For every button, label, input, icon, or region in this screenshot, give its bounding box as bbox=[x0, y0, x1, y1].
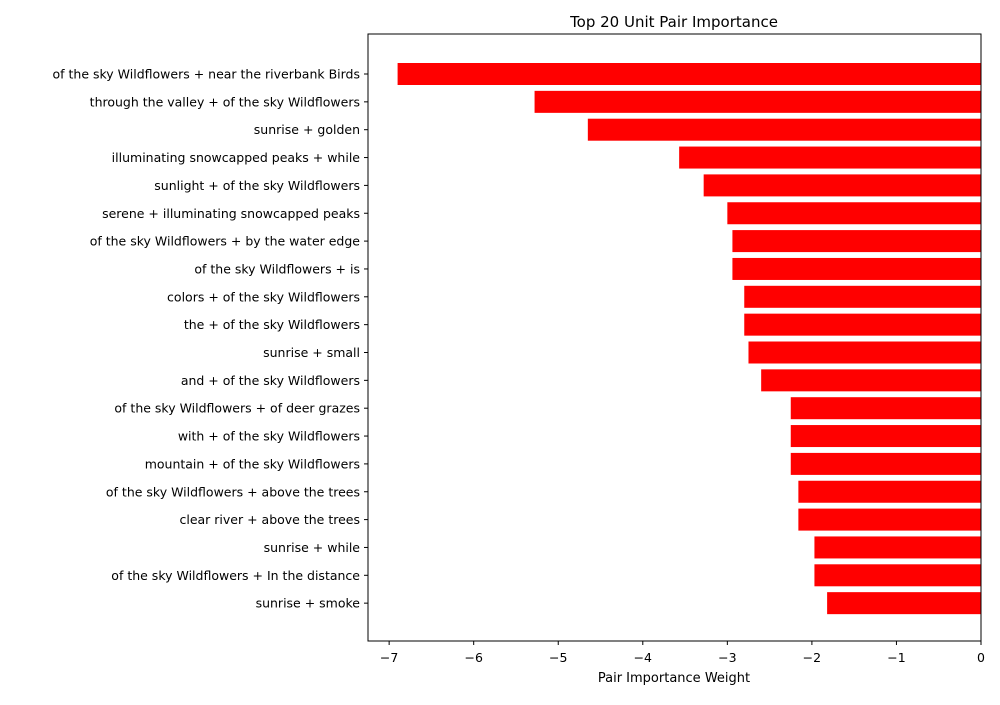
x-tick-label: −3 bbox=[718, 650, 736, 665]
chart-title: Top 20 Unit Pair Importance bbox=[569, 13, 778, 31]
y-tick-label: the + of the sky Wildflowers bbox=[184, 317, 360, 332]
y-tick-label: of the sky Wildflowers + In the distance bbox=[111, 568, 360, 583]
bar bbox=[679, 146, 981, 169]
x-tick-label: −1 bbox=[887, 650, 905, 665]
y-tick-label: clear river + above the trees bbox=[179, 512, 360, 527]
bar bbox=[814, 564, 981, 587]
bar bbox=[798, 480, 981, 503]
plot-frame bbox=[367, 33, 982, 642]
y-tick-label: of the sky Wildflowers + by the water ed… bbox=[90, 234, 361, 249]
bar bbox=[790, 397, 981, 420]
bar bbox=[397, 63, 981, 85]
bar bbox=[790, 452, 981, 475]
bar bbox=[732, 257, 981, 280]
y-tick-label: of the sky Wildflowers + near the riverb… bbox=[52, 67, 360, 82]
y-tick-label: illuminating snowcapped peaks + while bbox=[112, 150, 361, 165]
y-tick-label: of the sky Wildflowers + is bbox=[194, 261, 360, 276]
bar bbox=[744, 313, 981, 336]
y-tick-label: and + of the sky Wildflowers bbox=[181, 373, 360, 388]
x-tick-label: 0 bbox=[977, 650, 985, 665]
y-tick-label: sunrise + while bbox=[264, 540, 361, 555]
x-tick-label: −7 bbox=[380, 650, 398, 665]
bar bbox=[587, 118, 981, 141]
bar bbox=[814, 536, 981, 559]
bar bbox=[827, 592, 981, 615]
x-axis-ticks: −7 −6 −5 −4 −3 −2 −1 0 bbox=[380, 641, 985, 665]
y-tick-label: with + of the sky Wildflowers bbox=[178, 429, 360, 444]
bar bbox=[790, 425, 981, 448]
y-tick-label: sunlight + of the sky Wildflowers bbox=[154, 178, 360, 193]
y-tick-label: through the valley + of the sky Wildflow… bbox=[90, 94, 360, 109]
x-tick-label: −5 bbox=[549, 650, 567, 665]
y-tick-labels: of the sky Wildflowers + near the riverb… bbox=[52, 67, 368, 611]
y-tick-label: colors + of the sky Wildflowers bbox=[167, 289, 360, 304]
x-tick-label: −4 bbox=[634, 650, 652, 665]
bar bbox=[744, 285, 981, 308]
y-tick-label: sunrise + golden bbox=[254, 122, 360, 137]
x-tick-label: −2 bbox=[803, 650, 821, 665]
bar bbox=[748, 341, 981, 364]
x-tick-label: −6 bbox=[464, 650, 482, 665]
bar bbox=[727, 202, 981, 225]
bars-layer bbox=[397, 63, 981, 615]
bar bbox=[798, 508, 981, 531]
y-tick-label: sunrise + smoke bbox=[256, 596, 361, 611]
bar bbox=[732, 230, 981, 253]
bar bbox=[761, 369, 981, 392]
y-tick-label: sunrise + small bbox=[263, 345, 360, 360]
x-axis-label: Pair Importance Weight bbox=[598, 671, 750, 686]
bar bbox=[534, 90, 981, 113]
y-tick-label: of the sky Wildflowers + above the trees bbox=[106, 484, 360, 499]
y-tick-label: mountain + of the sky Wildflowers bbox=[145, 456, 360, 471]
y-tick-label: serene + illuminating snowcapped peaks bbox=[102, 206, 360, 221]
y-tick-label: of the sky Wildflowers + of deer grazes bbox=[114, 401, 360, 416]
bar bbox=[703, 174, 981, 197]
